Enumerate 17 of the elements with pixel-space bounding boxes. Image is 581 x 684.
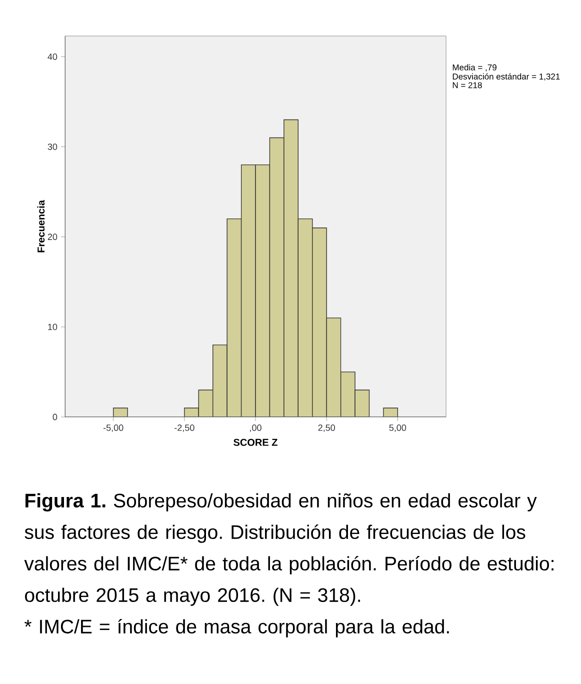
- y-tick-label: 10: [48, 324, 58, 330]
- x-tick-label: 5,00: [389, 424, 406, 432]
- y-tick-label: 0: [52, 414, 58, 420]
- text: * IMC/E = índice de masa corporal para la edad.: [24, 618, 449, 638]
- y-tick-label: 20: [48, 234, 58, 240]
- y-tick-label: 40: [48, 54, 58, 60]
- text: N = 218: [452, 82, 482, 88]
- y-axis-title: Frecuencia: [37, 200, 45, 252]
- x-tick-label: -5,00: [103, 424, 124, 432]
- x-tick-label: ,00: [250, 424, 262, 432]
- y-tick-label: 30: [48, 144, 58, 150]
- text: Desviación estándar = 1,321: [452, 73, 560, 81]
- x-axis-title: SCORE Z: [234, 438, 278, 446]
- text: Media = ,79: [452, 64, 496, 72]
- x-tick-label: -2,50: [174, 424, 194, 432]
- x-tick-label: 2,50: [318, 424, 335, 432]
- text: Figura 1. Sobrepeso/obesidad en niños en edad escolar y sus factores de riesgo. Distribución de frecuencias de los valores del IMC/E* de toda la población. Período de estudio: octubre 2015 a mayo 2016. (N = 318).: [24, 493, 554, 606]
